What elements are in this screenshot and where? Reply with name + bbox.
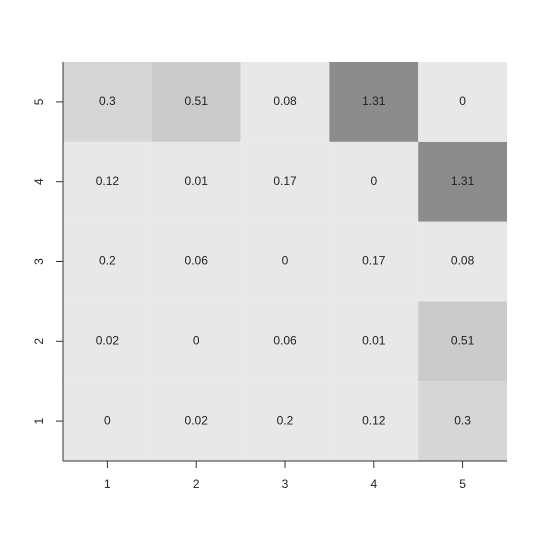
heat-cell	[329, 141, 419, 222]
heat-cell	[329, 301, 419, 382]
y-tick-label: 5	[32, 98, 46, 105]
x-tick-label: 1	[104, 477, 111, 491]
cell-label: 0	[193, 333, 200, 347]
heat-cell	[63, 221, 152, 302]
heat-cell	[418, 62, 507, 142]
cell-label: 0.08	[273, 94, 297, 108]
heat-cell	[151, 301, 241, 382]
heat-cell	[151, 141, 241, 222]
heat-cell	[329, 381, 419, 461]
heat-cell	[240, 221, 330, 302]
cell-label: 0.2	[277, 413, 294, 427]
heat-cell	[418, 381, 507, 461]
heat-cell	[240, 141, 330, 222]
cell-label: 0.08	[451, 254, 475, 268]
y-tick-label: 3	[32, 258, 46, 265]
heat-cell	[63, 381, 152, 461]
cell-label: 0	[459, 94, 466, 108]
cell-label: 0.3	[454, 413, 471, 427]
cell-label: 0.17	[273, 174, 297, 188]
cell-label: 1.31	[451, 174, 475, 188]
heat-cell	[151, 221, 241, 302]
y-tick-label: 1	[32, 417, 46, 424]
heat-cell	[151, 381, 241, 461]
heat-cell	[63, 301, 152, 382]
cell-label: 1.31	[362, 94, 386, 108]
x-tick-label: 2	[193, 477, 200, 491]
cell-label: 0.01	[362, 333, 386, 347]
cell-label: 0	[104, 413, 111, 427]
cell-label: 0	[282, 254, 289, 268]
cell-label: 0.12	[362, 413, 386, 427]
heat-cell	[63, 62, 152, 142]
cell-label: 0.01	[185, 174, 209, 188]
heat-cell	[240, 301, 330, 382]
cell-label: 0.02	[185, 413, 209, 427]
cell-label: 0.51	[185, 94, 209, 108]
heat-cell	[418, 301, 507, 382]
cell-label: 0.51	[451, 333, 475, 347]
cell-label: 0.06	[185, 254, 209, 268]
heat-cell	[63, 141, 152, 222]
cell-label: 0	[370, 174, 377, 188]
heat-cell	[240, 381, 330, 461]
heat-cell	[329, 221, 419, 302]
cell-label: 0.12	[96, 174, 120, 188]
heat-cell	[240, 62, 330, 142]
cell-label: 0.3	[99, 94, 116, 108]
x-tick-label: 3	[282, 477, 289, 491]
x-tick-label: 5	[459, 477, 466, 491]
x-tick-label: 4	[370, 477, 377, 491]
y-tick-label: 4	[32, 178, 46, 185]
heat-cell	[329, 62, 419, 142]
heat-cell	[418, 141, 507, 222]
y-tick-label: 2	[32, 338, 46, 345]
cell-label: 0.02	[96, 333, 120, 347]
cell-label: 0.17	[362, 254, 386, 268]
heat-cell	[151, 62, 241, 142]
cell-label: 0.06	[273, 333, 297, 347]
heat-cell	[418, 221, 507, 302]
cell-label: 0.2	[99, 254, 116, 268]
